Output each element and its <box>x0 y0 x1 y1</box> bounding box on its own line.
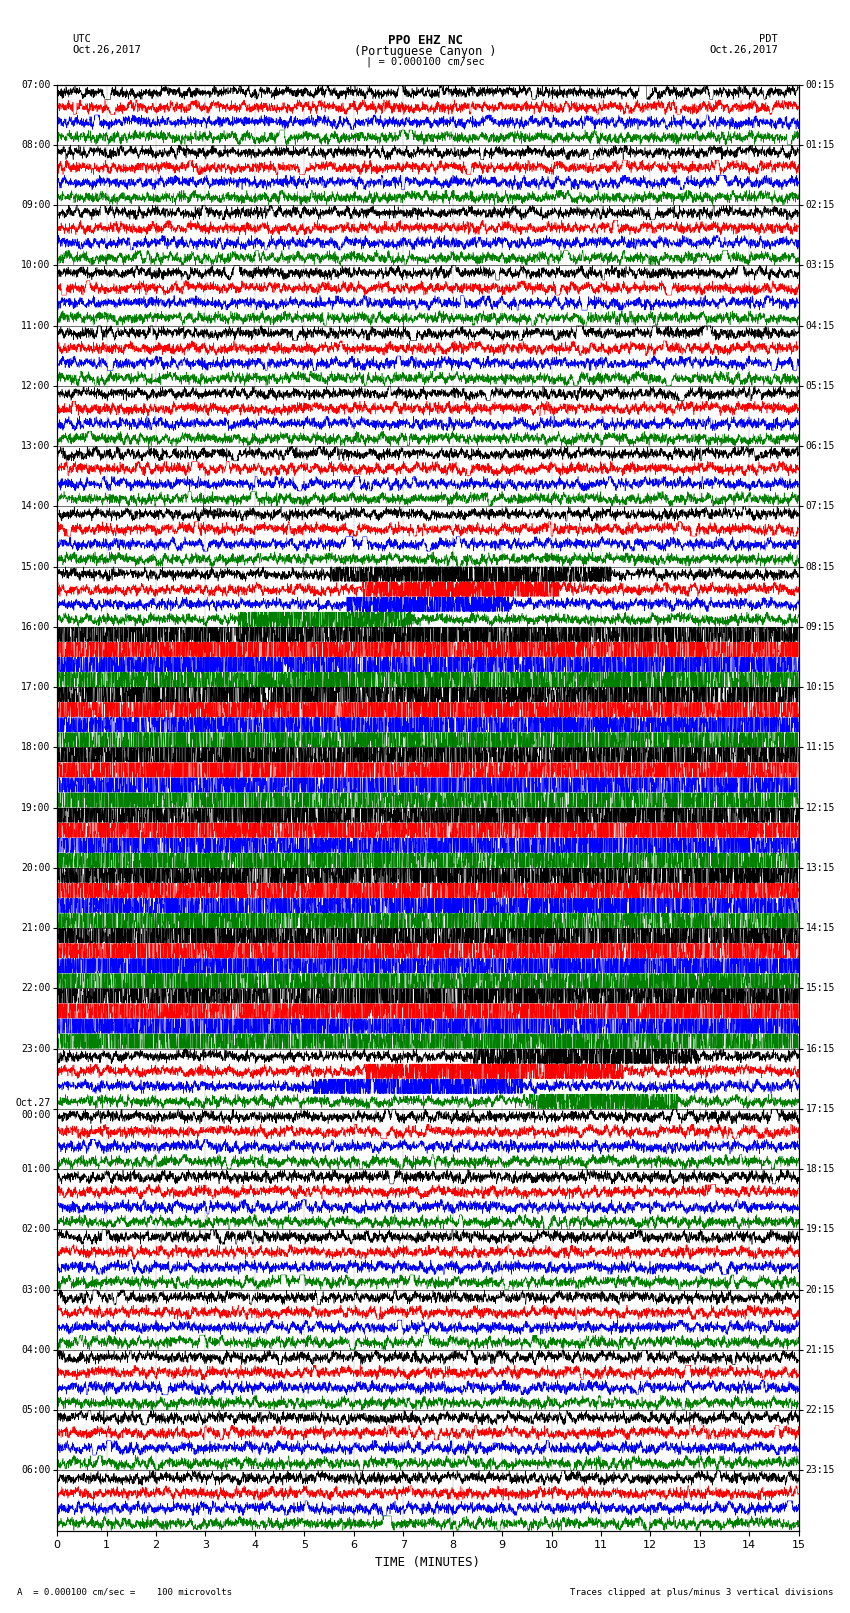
Text: Oct.26,2017: Oct.26,2017 <box>72 45 141 55</box>
Text: Traces clipped at plus/minus 3 vertical divisions: Traces clipped at plus/minus 3 vertical … <box>570 1587 833 1597</box>
Text: (Portuguese Canyon ): (Portuguese Canyon ) <box>354 45 496 58</box>
Text: PPO EHZ NC: PPO EHZ NC <box>388 34 462 47</box>
Text: A  = 0.000100 cm/sec =    100 microvolts: A = 0.000100 cm/sec = 100 microvolts <box>17 1587 232 1597</box>
Text: Oct.26,2017: Oct.26,2017 <box>709 45 778 55</box>
Text: UTC: UTC <box>72 34 91 44</box>
Text: | = 0.000100 cm/sec: | = 0.000100 cm/sec <box>366 56 484 68</box>
Text: PDT: PDT <box>759 34 778 44</box>
X-axis label: TIME (MINUTES): TIME (MINUTES) <box>376 1557 480 1569</box>
